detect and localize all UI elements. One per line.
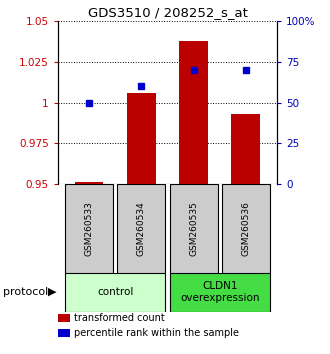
Bar — [127, 93, 156, 184]
Bar — [65, 273, 165, 312]
Text: protocol: protocol — [3, 287, 49, 297]
Text: GSM260534: GSM260534 — [137, 201, 146, 256]
Text: percentile rank within the sample: percentile rank within the sample — [74, 328, 239, 338]
Text: ▶: ▶ — [48, 287, 56, 297]
Title: GDS3510 / 208252_s_at: GDS3510 / 208252_s_at — [87, 6, 248, 19]
Text: transformed count: transformed count — [74, 313, 164, 323]
Bar — [65, 184, 113, 273]
Text: GSM260533: GSM260533 — [84, 201, 94, 256]
Text: CLDN1
overexpression: CLDN1 overexpression — [180, 281, 259, 303]
Bar — [231, 114, 260, 184]
Bar — [170, 273, 270, 312]
Bar — [117, 184, 165, 273]
Bar — [179, 41, 208, 184]
Bar — [170, 184, 217, 273]
Bar — [222, 184, 270, 273]
Text: control: control — [97, 287, 133, 297]
Text: GSM260535: GSM260535 — [189, 201, 198, 256]
Text: GSM260536: GSM260536 — [241, 201, 250, 256]
Bar — [75, 182, 104, 184]
